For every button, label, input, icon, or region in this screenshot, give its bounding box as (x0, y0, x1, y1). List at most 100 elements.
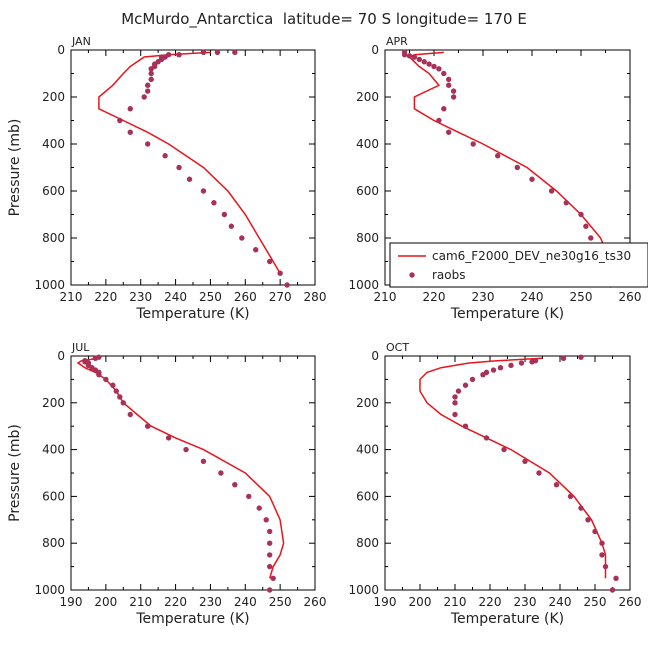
x-axis-label: Temperature (K) (450, 611, 564, 627)
obs-point (127, 106, 133, 112)
obs-point (462, 382, 469, 388)
obs-point (567, 493, 574, 500)
obs-point (446, 129, 452, 135)
x-tick-label: 270 (269, 290, 292, 304)
obs-point (256, 505, 262, 511)
obs-point (469, 376, 476, 383)
legend-obs-label: raobs (432, 268, 466, 282)
obs-point (529, 359, 535, 365)
y-tick-label: 800 (42, 231, 65, 245)
x-tick-label: 210 (374, 290, 397, 304)
y-tick-label: 0 (57, 43, 65, 57)
obs-point (536, 470, 542, 476)
obs-point (232, 49, 238, 56)
obs-point (200, 458, 207, 464)
y-tick-label: 600 (42, 184, 65, 198)
obs-point (266, 552, 273, 558)
obs-point (401, 52, 408, 58)
obs-point (452, 411, 458, 418)
x-tick-label: 260 (304, 595, 327, 609)
legend-box (389, 242, 648, 288)
obs-point (211, 200, 217, 206)
x-tick-label: 230 (199, 595, 222, 609)
obs-point (529, 176, 535, 182)
panels-container: 210 220 230 240 250 260 270 280 0 200 400 600 800 100… (7, 35, 648, 627)
obs-point (270, 575, 276, 581)
y-tick-label: 600 (356, 184, 379, 198)
obs-point (232, 482, 238, 488)
obs-point (239, 235, 245, 241)
obs-point (148, 70, 154, 77)
obs-point (221, 211, 228, 218)
obs-point (92, 355, 99, 362)
obs-point (490, 367, 497, 373)
y-tick-label: 800 (356, 231, 379, 245)
obs-point (446, 82, 452, 88)
plot-frame (384, 355, 631, 591)
obs-point (183, 446, 189, 453)
obs-point (148, 76, 154, 83)
obs-point (148, 66, 154, 72)
obs-point (548, 188, 555, 194)
y-tick-label: 600 (42, 489, 65, 503)
y-tick-label: 1000 (34, 278, 65, 292)
obs-point (103, 376, 109, 383)
obs-point (436, 66, 442, 72)
obs-point (266, 540, 273, 546)
x-tick-label: 210 (60, 290, 83, 304)
obs-point (578, 354, 584, 360)
plot-frame (70, 355, 316, 591)
x-tick-label: 260 (234, 290, 257, 304)
y-tick-label: 1000 (348, 583, 379, 597)
x-tick-label: 240 (549, 595, 572, 609)
obs-point (277, 270, 283, 276)
y-axis-label: Pressure (mb) (7, 424, 23, 522)
obs-point (497, 365, 504, 371)
obs-point (228, 223, 235, 229)
obs-point (246, 493, 252, 500)
y-axis-label: Pressure (mb) (7, 119, 23, 217)
obs-point (585, 517, 591, 523)
obs-point (446, 76, 452, 83)
panel-month-label: OCT (386, 341, 409, 354)
obs-point (141, 94, 147, 100)
obs-point (495, 153, 501, 159)
y-tick-label: 1000 (348, 278, 379, 292)
figure-title: McMurdo_Antarctica latitude= 70 S longit… (121, 10, 527, 29)
y-tick-label: 200 (356, 90, 379, 104)
model-profile-line (76, 357, 285, 579)
obs-point (588, 235, 594, 241)
obs-point (144, 141, 151, 147)
obs-point (426, 61, 432, 67)
x-tick-label: 220 (164, 595, 187, 609)
x-axis-label: Temperature (K) (450, 306, 564, 322)
x-tick-label: 250 (584, 595, 607, 609)
obs-point (266, 563, 273, 570)
obs-point (127, 129, 133, 135)
obs-point (406, 53, 413, 59)
panel-apr: 210 220 230 240 250 260 0 200 400 600 800 1000 APR Te… (348, 35, 648, 322)
x-axis-label: Temperature (K) (135, 306, 249, 322)
y-tick-label: 600 (356, 489, 379, 503)
x-tick-label: 230 (472, 290, 495, 304)
obs-point (609, 587, 616, 593)
obs-point (162, 153, 168, 159)
obs-point (578, 211, 584, 218)
x-tick-label: 250 (199, 290, 222, 304)
x-tick-label: 230 (129, 290, 152, 304)
obs-point (266, 587, 273, 593)
obs-point (441, 70, 447, 77)
obs-point (501, 446, 507, 453)
y-tick-label: 200 (42, 396, 65, 410)
y-tick-label: 0 (371, 43, 379, 57)
obs-point (253, 247, 259, 253)
y-tick-label: 400 (42, 137, 65, 151)
obs-point (266, 528, 273, 535)
y-tick-label: 0 (57, 349, 65, 363)
obs-point (522, 458, 528, 464)
x-tick-label: 230 (514, 595, 537, 609)
obs-point (483, 435, 490, 441)
obs-point (117, 394, 123, 400)
y-tick-label: 1000 (34, 583, 65, 597)
